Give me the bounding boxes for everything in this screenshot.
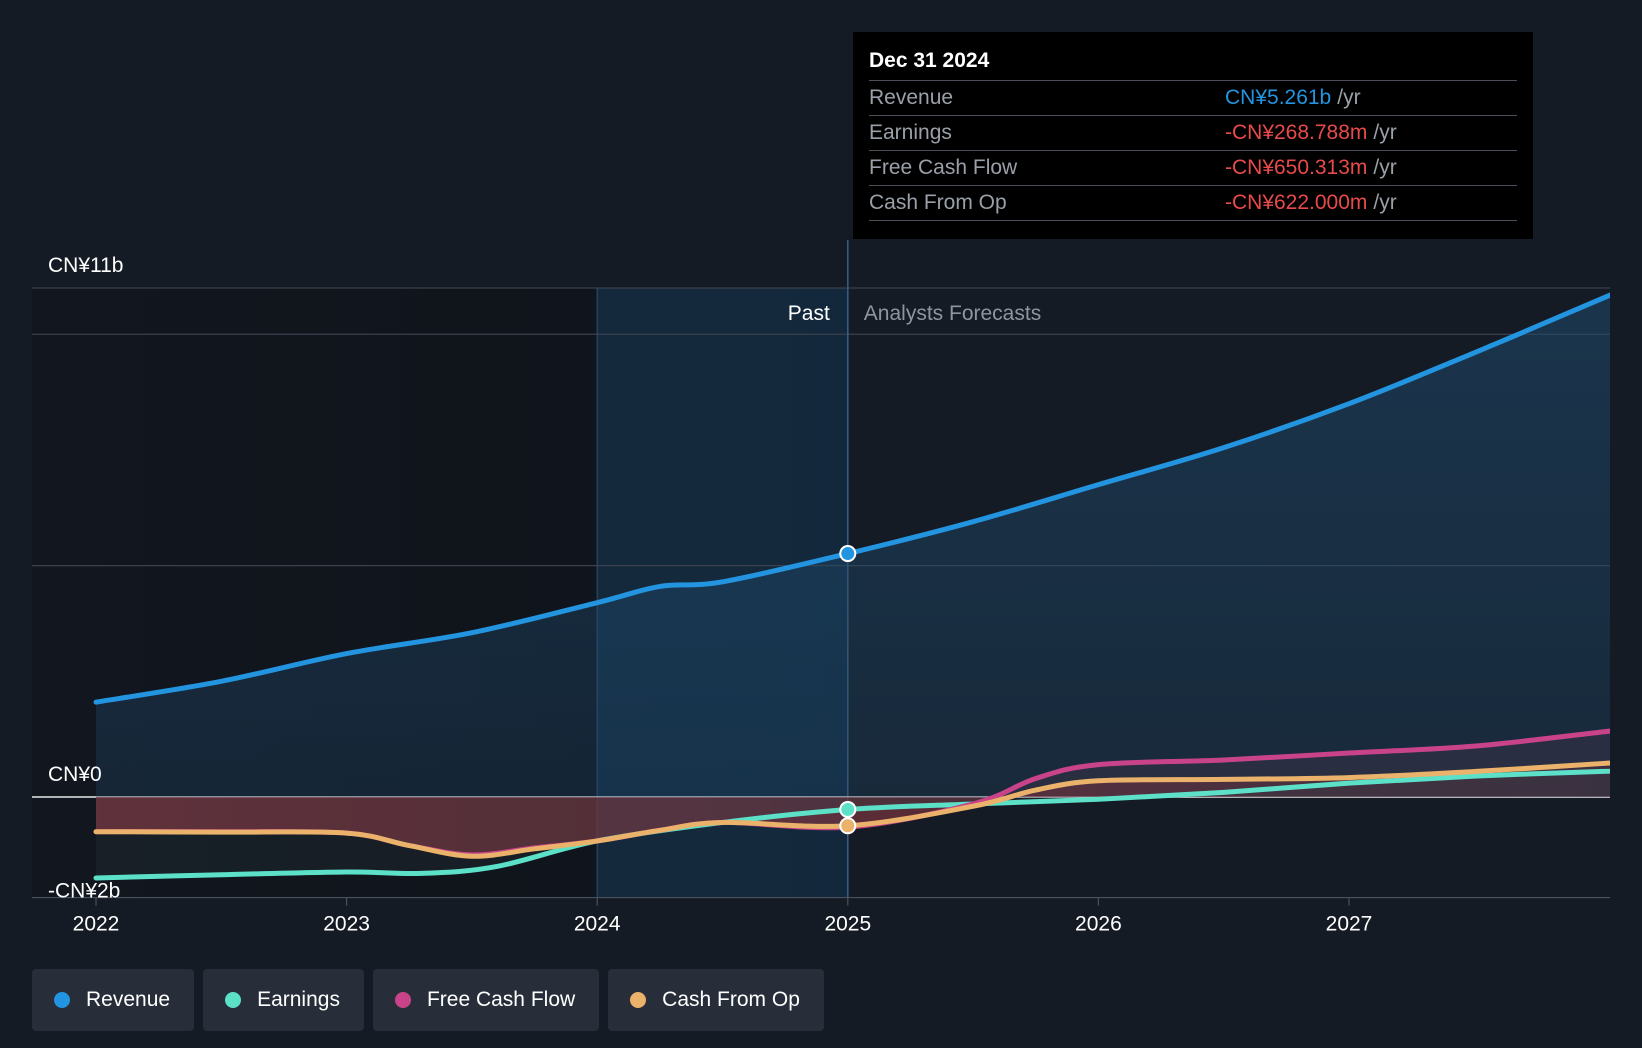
tooltip-row-revenue: Revenue CN¥5.261b /yr (869, 81, 1517, 116)
tooltip-unit: /yr (1337, 86, 1361, 109)
data-point-cash-from-op (839, 817, 857, 835)
legend-item-earnings[interactable]: Earnings (203, 969, 364, 1031)
forecast-label: Analysts Forecasts (864, 302, 1041, 325)
tooltip-label: Free Cash Flow (869, 156, 1018, 179)
x-axis-label: 2022 (73, 913, 120, 936)
tooltip-unit: /yr (1373, 191, 1397, 214)
tooltip-value: -CN¥650.313m (1225, 156, 1368, 179)
legend-item-cash-from-op[interactable]: Cash From Op (608, 969, 824, 1031)
tooltip-label: Revenue (869, 86, 954, 109)
past-label: Past (788, 302, 830, 325)
x-axis-label: 2025 (824, 913, 871, 936)
x-axis-label: 2023 (323, 913, 370, 936)
data-point-earnings (839, 800, 857, 818)
y-axis-label: CN¥0 (48, 763, 102, 786)
tooltip-unit: /yr (1373, 121, 1397, 144)
tooltip-value: -CN¥622.000m (1225, 191, 1368, 214)
tooltip-label: Earnings (869, 121, 952, 144)
data-point-revenue (839, 545, 857, 563)
tooltip-date: Dec 31 2024 (869, 46, 1517, 81)
legend-dot-icon (54, 992, 70, 1008)
legend-dot-icon (630, 992, 647, 1008)
data-tooltip: Dec 31 2024 Revenue CN¥5.261b /yr Earnin… (853, 32, 1533, 239)
legend-item-free-cash-flow[interactable]: Free Cash Flow (372, 969, 600, 1031)
legend-item-revenue[interactable]: Revenue (32, 969, 195, 1031)
tooltip-row-earnings: Earnings -CN¥268.788m /yr (869, 116, 1517, 151)
earnings-area (96, 771, 1610, 878)
legend-label: Cash From Op (662, 988, 800, 1011)
tooltip-value: -CN¥268.788m (1225, 121, 1368, 144)
x-axis-label: 2024 (574, 913, 621, 936)
legend-label: Earnings (257, 988, 340, 1011)
y-axis-label: CN¥11b (48, 254, 124, 277)
legend-label: Free Cash Flow (426, 988, 576, 1011)
legend-label: Revenue (86, 988, 171, 1011)
chart-legend: Revenue Earnings Free Cash Flow Cash Fro… (32, 969, 824, 1031)
legend-dot-icon (394, 992, 411, 1008)
tooltip-unit: /yr (1373, 156, 1397, 179)
tooltip-label: Cash From Op (869, 191, 1007, 214)
x-axis-label: 2027 (1326, 913, 1373, 936)
tooltip-row-cash-from-op: Cash From Op -CN¥622.000m /yr (869, 186, 1517, 221)
chart-canvas: CN¥11b CN¥0 -CN¥2b 2022 2023 2024 2025 2026 2027… (32, 240, 1610, 936)
tooltip-row-free-cash-flow: Free Cash Flow -CN¥650.313m /yr (869, 151, 1517, 186)
y-axis-label: -CN¥2b (48, 880, 120, 903)
revenue-area (96, 295, 1610, 797)
tooltip-value: CN¥5.261b (1225, 86, 1332, 109)
legend-dot-icon (225, 992, 242, 1008)
x-axis-label: 2026 (1075, 913, 1122, 936)
